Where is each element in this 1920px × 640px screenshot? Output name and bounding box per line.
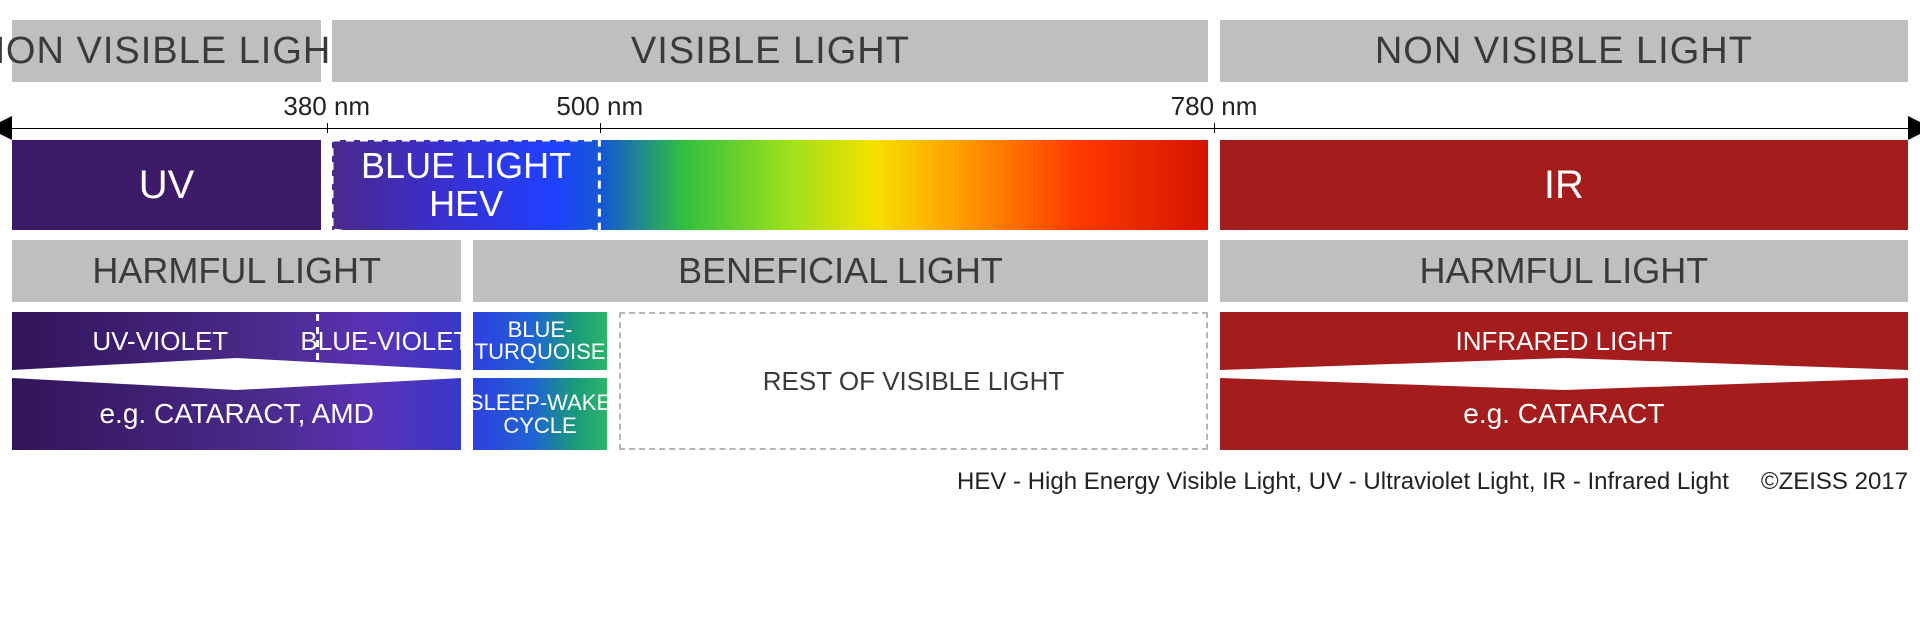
footer: HEV - High Energy Visible Light, UV - Ul… [957,468,1908,496]
harm-benefit-label-0: HARMFUL LIGHT [92,250,381,292]
harm-benefit-row: HARMFUL LIGHT BENEFICIAL LIGHT HARMFUL LIG… [0,240,1920,302]
axis-tick-label-2: 780 nm [1171,91,1258,122]
blue-turquoise-top-label-0: BLUE- TURQUOISE [473,312,608,370]
visibility-seg-0: NON VISIBLE LIGHT [12,20,321,82]
uv-box: UV [12,140,321,230]
harm-benefit-label-2: HARMFUL LIGHT [1420,250,1709,292]
axis-arrow-left-icon [0,116,12,140]
visibility-seg-1: VISIBLE LIGHT [332,20,1208,82]
axis-tick-0 [327,123,328,133]
harm-benefit-seg-1: BENEFICIAL LIGHT [473,240,1209,302]
infrared-group-bottom-label: e.g. CATARACT [1220,378,1908,450]
harm-benefit-seg-2: HARMFUL LIGHT [1220,240,1908,302]
axis-tick-2 [1214,123,1215,133]
infrared-group-top-label-0: INFRARED LIGHT [1220,312,1908,370]
axis-tick-1 [600,123,601,133]
ir-box-label: IR [1544,163,1584,208]
infrared-group: INFRARED LIGHT e.g. CATARACT [1220,312,1908,450]
uv-violet-group-bottom-label: e.g. CATARACT, AMD [12,378,461,450]
ir-box: IR [1220,140,1908,230]
visibility-row: NON VISIBLE LIGHT VISIBLE LIGHT NON VISIBL… [0,20,1920,82]
visibility-seg-2: NON VISIBLE LIGHT [1220,20,1908,82]
visibility-label-0: NON VISIBLE LIGHT [0,30,356,73]
visibility-label-1: VISIBLE LIGHT [631,30,910,73]
axis-tick-label-1: 500 nm [556,91,643,122]
spectrum-row: UV IR [0,140,1920,230]
uv-box-label: UV [139,163,195,208]
footer-legend: HEV - High Energy Visible Light, UV - Ul… [957,468,1729,495]
wavelength-axis [12,128,1908,129]
axis-tick-label-0: 380 nm [283,91,370,122]
rest-of-visible: REST OF VISIBLE LIGHT [619,312,1209,450]
footer-copyright: ©ZEISS 2017 [1761,468,1908,495]
uv-violet-group: UV-VIOLETBLUE-VIOLETe.g. CATARACT, AMD [12,312,461,450]
harm-benefit-label-1: BENEFICIAL LIGHT [678,250,1003,292]
rest-of-visible-label: REST OF VISIBLE LIGHT [763,366,1065,397]
axis-arrow-right-icon [1908,116,1920,140]
blue-turquoise-bottom-label: SLEEP-WAKE CYCLE [473,378,608,450]
blue-turquoise: BLUE- TURQUOISE SLEEP-WAKE CYCLE [473,312,608,450]
visibility-label-2: NON VISIBLE LIGHT [1375,30,1753,73]
hev-label: BLUE LIGHT HEV [332,140,599,230]
harm-benefit-seg-0: HARMFUL LIGHT [12,240,461,302]
light-spectrum-infographic: NON VISIBLE LIGHT VISIBLE LIGHT NON VISIBL… [0,0,1920,640]
